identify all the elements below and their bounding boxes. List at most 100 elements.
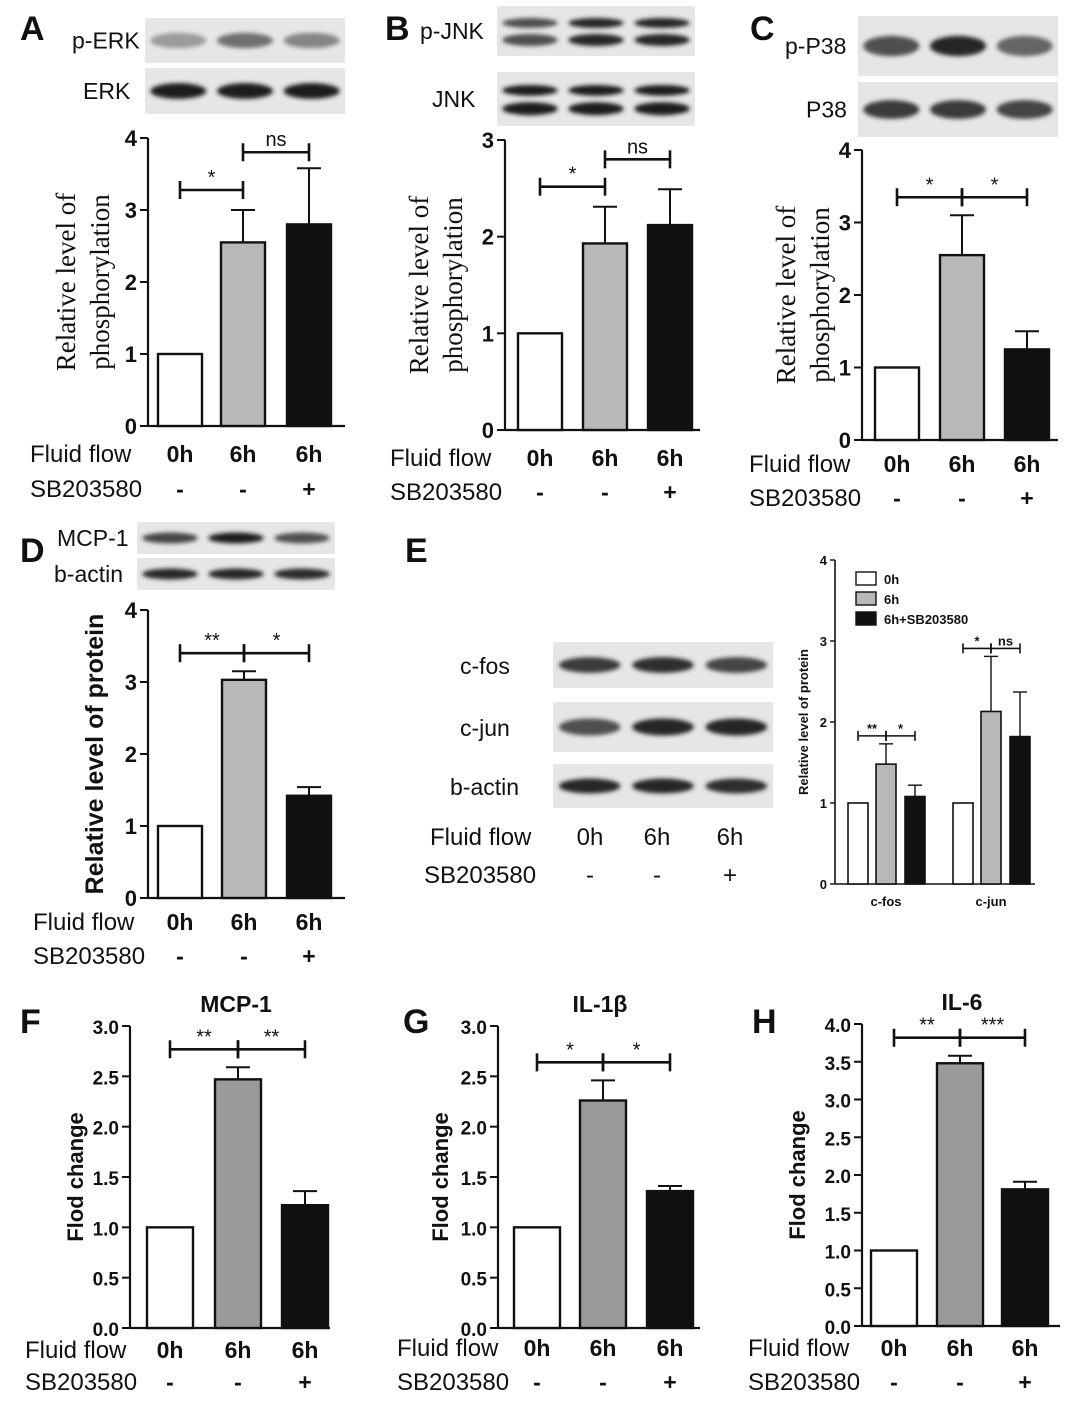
inhibitor-sign: - <box>240 943 248 969</box>
y-axis-label: Flod change <box>428 1112 453 1242</box>
x-tick-label: 6h <box>230 441 257 467</box>
blot-band <box>502 18 558 28</box>
significance-label: * <box>898 721 904 736</box>
blot-label: p-P38 <box>785 33 846 59</box>
x-tick-label: 0h <box>884 451 911 477</box>
significance-label: ns <box>265 129 286 151</box>
sb203580-label: SB203580 <box>390 479 502 506</box>
fluid-flow-label: Fluid flow <box>749 451 851 478</box>
y-tick-label: 3 <box>839 211 851 236</box>
y-tick-label: 4 <box>125 598 138 623</box>
inhibitor-sign: - <box>958 485 966 511</box>
blot-strip-c-fos-E0 <box>553 642 773 688</box>
blot-band <box>142 568 198 580</box>
blot-band <box>634 84 690 96</box>
blot-strip-jnk-B <box>497 72 695 126</box>
blot-band <box>558 718 621 736</box>
y-tick-label: 0.5 <box>93 1270 120 1291</box>
sb203580-label: SB203580 <box>424 862 536 889</box>
y-tick-label: 2.0 <box>93 1119 119 1140</box>
blot-label: ERK <box>83 78 131 104</box>
x-tick-label: 6h <box>1014 451 1041 477</box>
y-tick-label: 3.0 <box>93 1018 119 1039</box>
blot-band <box>930 35 986 57</box>
inhibitor-sign: + <box>1018 1369 1031 1395</box>
bar <box>952 802 974 885</box>
blot-band <box>632 778 694 794</box>
bar <box>938 253 986 442</box>
x-tick-label: 6h <box>592 445 619 471</box>
blot-label: b-actin <box>54 561 123 587</box>
blot-band <box>632 718 694 736</box>
blot-strip-c-jun-E1 <box>553 702 773 752</box>
blot-background <box>497 72 695 126</box>
y-axis-label: Relative level of phosphorylation <box>771 206 835 384</box>
y-tick-label: 0.0 <box>825 1318 851 1339</box>
inhibitor-sign: - <box>890 1369 898 1395</box>
blot-band <box>208 568 264 580</box>
sb203580-label: SB203580 <box>25 1369 137 1396</box>
blot-band <box>863 100 920 119</box>
blot-label: P38 <box>806 97 847 123</box>
blot-label: p-ERK <box>72 28 140 54</box>
blot-label: p-JNK <box>420 18 485 44</box>
x-tick-label: c-jun <box>975 894 1006 909</box>
legend-label: 6h+SB203580 <box>884 612 968 627</box>
panel-letter: F <box>20 1003 41 1041</box>
bar <box>847 802 869 885</box>
bar <box>645 1189 695 1330</box>
y-tick-label: 0.5 <box>825 1280 852 1301</box>
y-tick-label: 4 <box>125 126 138 151</box>
x-tick-label: 6h <box>657 445 684 471</box>
inhibitor-sign: + <box>1020 485 1033 511</box>
y-axis-label: Relative level of phosphorylation <box>51 193 115 371</box>
x-tick-label: 0h <box>167 909 194 935</box>
bar <box>156 352 204 428</box>
blot-strip-p-jnk-B <box>497 6 695 56</box>
y-tick-label: 0.0 <box>93 1320 119 1341</box>
y-axis-label: Relative level of phosphorylation <box>404 196 468 374</box>
significance-label: * <box>569 164 577 186</box>
blot-band <box>632 657 694 673</box>
blot-band <box>863 35 920 57</box>
significance-label: * <box>633 1039 641 1061</box>
y-tick-label: 3.5 <box>825 1054 852 1075</box>
inhibitor-sign: - <box>956 1369 964 1395</box>
bar <box>578 1099 628 1330</box>
x-tick-label: 0h <box>157 1337 184 1363</box>
y-axis-label: Flod change <box>785 1110 810 1240</box>
blot-label: MCP-1 <box>57 525 129 551</box>
blot-band <box>705 778 768 794</box>
blot-band <box>150 83 207 99</box>
significance-label: ns <box>627 136 648 158</box>
blot-band <box>568 34 624 46</box>
blot-band <box>634 34 690 46</box>
blot-band <box>502 102 558 116</box>
blot-strip-p38-C <box>858 82 1058 137</box>
significance-label: * <box>273 630 281 652</box>
bar <box>869 1249 919 1328</box>
blot-strip-b-actin-D <box>137 558 335 590</box>
fluid-flow-label: Fluid flow <box>748 1335 850 1362</box>
bar <box>213 1078 263 1330</box>
y-tick-label: 2 <box>820 715 827 730</box>
y-tick-label: 1.5 <box>461 1169 488 1190</box>
sb203580-label: SB203580 <box>397 1369 509 1396</box>
blot-background <box>497 6 695 56</box>
y-tick-label: 0.0 <box>461 1320 487 1341</box>
blot-band <box>634 18 690 28</box>
x-tick-label: 6h <box>296 441 323 467</box>
chart-title: IL-1β <box>573 991 628 1017</box>
panel-f: F MCP-1 0.0 0.5 1.0 1.5 2.0 2.5 3.0 Flod change **… <box>20 991 330 1396</box>
blot-band <box>705 657 768 673</box>
inhibitor-sign: + <box>723 862 737 889</box>
inhibitor-sign: + <box>298 1369 311 1395</box>
x-tick-label: 6h <box>231 909 258 935</box>
y-tick-label: 4.0 <box>825 1016 851 1037</box>
inhibitor-sign: - <box>893 485 901 511</box>
x-tick-label: 0h <box>524 1335 551 1361</box>
y-tick-label: 3 <box>125 670 137 695</box>
legend-swatch <box>855 571 877 586</box>
